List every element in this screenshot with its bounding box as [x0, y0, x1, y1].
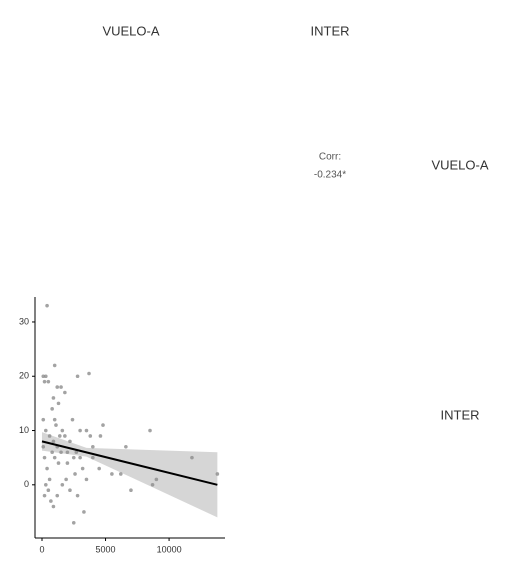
point	[45, 303, 49, 308]
confidence-band	[41, 432, 218, 518]
column-label: INTER	[311, 23, 350, 38]
point	[50, 450, 54, 455]
point	[44, 374, 48, 379]
point	[71, 521, 76, 525]
point	[71, 455, 76, 460]
point	[55, 385, 60, 389]
point	[150, 483, 155, 487]
point	[60, 428, 65, 433]
point	[64, 477, 68, 482]
point	[84, 477, 89, 482]
fit-line	[41, 440, 218, 486]
point	[52, 455, 57, 460]
corr-value: -0.234*	[314, 170, 346, 181]
point	[51, 439, 56, 444]
y-tick-label: 0	[24, 479, 29, 489]
column-label: VUELO-A	[102, 23, 159, 38]
point	[41, 374, 46, 379]
point	[52, 363, 57, 368]
point	[46, 379, 51, 384]
point	[98, 434, 103, 438]
point	[65, 450, 70, 455]
point	[54, 423, 58, 427]
point	[75, 493, 80, 498]
point	[41, 445, 46, 449]
point	[68, 439, 72, 444]
point	[42, 455, 47, 460]
point	[60, 483, 65, 487]
point	[51, 396, 56, 400]
point	[82, 510, 86, 514]
point	[44, 428, 48, 433]
point	[215, 472, 220, 476]
point	[68, 488, 72, 493]
point	[63, 390, 67, 395]
point	[110, 472, 114, 476]
point	[63, 434, 67, 438]
point	[42, 379, 47, 384]
x-tick-label: 0	[39, 544, 44, 554]
point	[88, 434, 93, 438]
point	[97, 466, 101, 471]
point	[70, 417, 75, 422]
point	[101, 423, 105, 427]
point	[50, 407, 54, 411]
point	[84, 428, 89, 433]
point	[80, 466, 85, 471]
point	[75, 374, 80, 379]
row-label: VUELO-A	[431, 157, 488, 172]
y-tick-label: 30	[19, 316, 29, 326]
point	[46, 488, 51, 493]
point	[65, 461, 70, 465]
point	[118, 472, 123, 476]
point	[74, 450, 79, 455]
x-tick-label: 5000	[96, 544, 116, 554]
point	[87, 371, 91, 376]
point	[73, 472, 77, 476]
point	[41, 417, 46, 422]
point	[57, 434, 62, 438]
point	[56, 401, 61, 406]
point	[78, 428, 82, 433]
point	[148, 428, 152, 433]
y-tick-label: 20	[19, 371, 29, 381]
point	[129, 488, 133, 493]
point	[45, 466, 49, 471]
point	[49, 499, 53, 503]
point	[47, 434, 52, 438]
point	[91, 455, 95, 460]
y-tick-label: 10	[19, 425, 29, 435]
corr-label: Corr:	[319, 152, 341, 163]
point	[51, 504, 56, 509]
point	[44, 483, 48, 487]
point	[55, 493, 60, 498]
point	[91, 445, 95, 449]
point	[56, 461, 61, 465]
point	[154, 477, 159, 482]
point	[59, 450, 63, 455]
row-label: INTER	[441, 407, 480, 422]
point	[190, 455, 194, 460]
x-tick-label: 10000	[157, 544, 182, 554]
point	[78, 455, 82, 460]
point	[42, 493, 47, 498]
point	[52, 417, 57, 422]
point	[59, 385, 63, 389]
point	[47, 477, 52, 482]
point	[124, 445, 128, 449]
